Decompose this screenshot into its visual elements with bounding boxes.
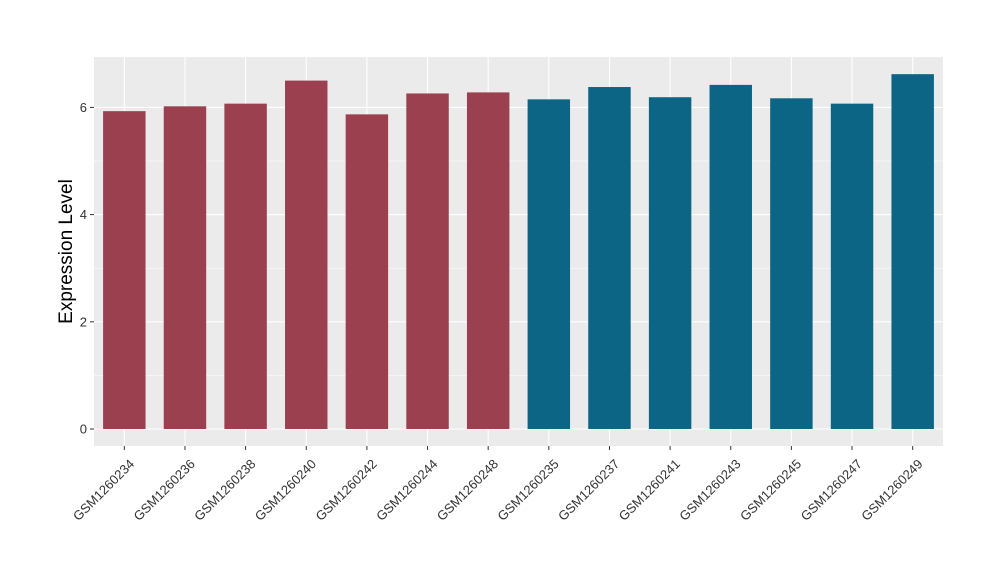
bar-GSM1260241 [648, 97, 692, 429]
y-tick-label: 2 [80, 314, 87, 329]
bar-GSM1260236 [163, 106, 207, 429]
y-axis-title: Expression Level [56, 179, 77, 324]
x-tick-label: GSM1260247 [798, 456, 865, 523]
bar-GSM1260249 [891, 74, 934, 429]
x-tick-label: GSM1260245 [737, 456, 804, 523]
bar-GSM1260243 [709, 84, 752, 429]
bars [103, 74, 934, 430]
bar-GSM1260248 [466, 92, 510, 429]
x-tick-label: GSM1260238 [191, 456, 258, 523]
x-tick-label: GSM1260235 [494, 456, 561, 523]
x-tick-label: GSM1260249 [858, 456, 925, 523]
x-tick-label: GSM1260240 [252, 456, 319, 523]
bar-GSM1260238 [224, 103, 267, 429]
bar-GSM1260247 [830, 103, 874, 429]
x-tick-label: GSM1260243 [676, 456, 743, 523]
plot-panel [94, 57, 943, 446]
bar-GSM1260245 [770, 98, 813, 430]
x-tick-label: GSM1260237 [555, 456, 622, 523]
x-tick-label: GSM1260234 [70, 456, 137, 523]
y-tick-label: 6 [80, 100, 87, 115]
y-tick-label: 4 [80, 207, 87, 222]
y-axis: 0 2 4 6 [80, 100, 94, 437]
y-tick-label: 0 [80, 422, 87, 437]
bar-GSM1260244 [406, 93, 449, 430]
x-tick-label: GSM1260242 [312, 456, 379, 523]
x-tick-label: GSM1260241 [616, 456, 683, 523]
x-tick-label: GSM1260236 [131, 456, 198, 523]
x-axis: GSM1260234GSM1260236GSM1260238GSM1260240… [70, 446, 926, 524]
x-tick-label: GSM1260244 [373, 456, 440, 523]
bar-GSM1260234 [103, 111, 146, 429]
x-tick-label: GSM1260248 [434, 456, 501, 523]
bar-GSM1260240 [285, 80, 328, 429]
bar-GSM1260237 [588, 87, 631, 430]
bar-GSM1260242 [345, 114, 389, 430]
bar-GSM1260235 [527, 99, 571, 430]
